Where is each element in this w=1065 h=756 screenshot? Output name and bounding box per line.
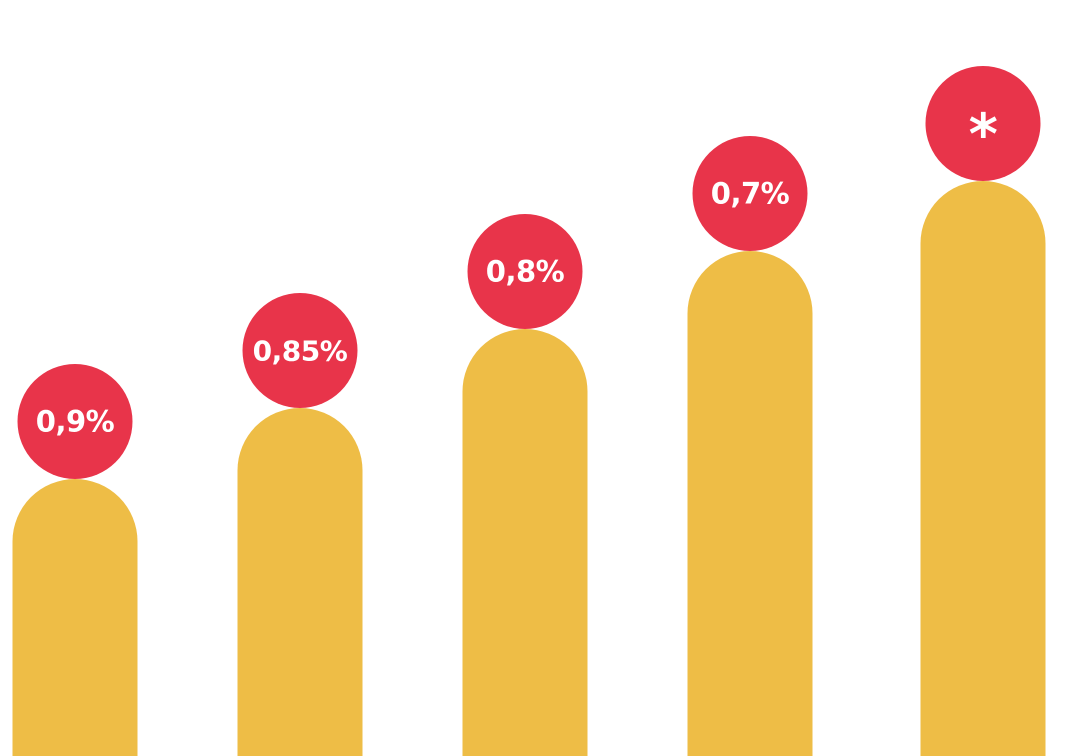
bar-2 xyxy=(237,408,363,756)
data-label-3: 0,8% xyxy=(486,255,565,289)
bubbles-group: 0,9% 0,85% 0,8% 0,7% * xyxy=(17,66,1041,479)
value-bubble-4 xyxy=(692,136,808,251)
value-bubble-3 xyxy=(467,214,583,329)
bars-group xyxy=(12,181,1046,756)
data-label-2: 0,85% xyxy=(253,335,348,368)
data-label-4: 0,7% xyxy=(711,177,790,211)
bar-5 xyxy=(920,181,1046,756)
bar-4 xyxy=(687,251,813,756)
data-label-1: 0,9% xyxy=(36,405,115,439)
value-bubble-5 xyxy=(925,66,1041,181)
bar-1 xyxy=(12,479,138,756)
bar-3 xyxy=(462,329,588,756)
value-bubble-1 xyxy=(17,364,133,479)
data-label-5: * xyxy=(969,103,998,168)
value-bubble-2 xyxy=(242,293,358,408)
